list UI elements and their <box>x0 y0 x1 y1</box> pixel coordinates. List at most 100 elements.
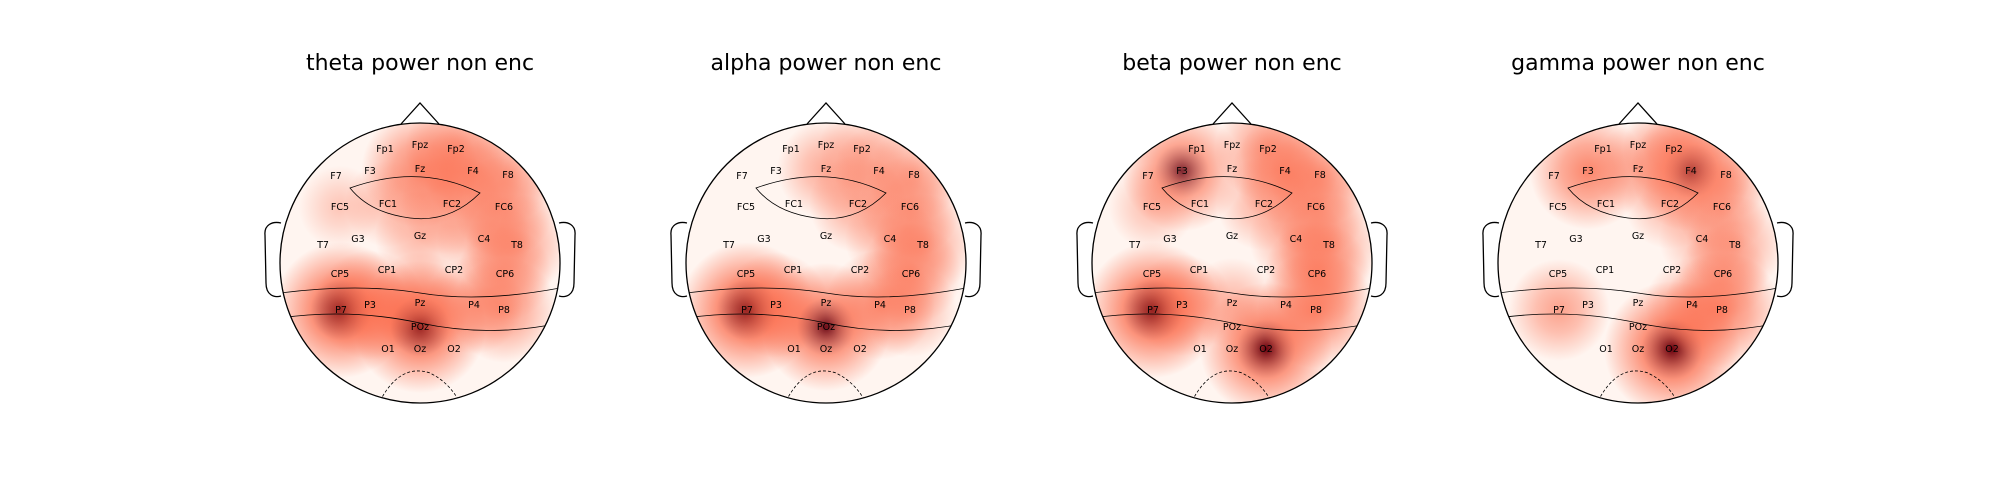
electrode-label: Fp2 <box>447 144 465 155</box>
head-outline <box>685 122 967 404</box>
electrode-label: FC1 <box>379 199 397 210</box>
panel-title: alpha power non enc <box>711 51 942 76</box>
electrode-label: F7 <box>1548 171 1560 182</box>
electrode-label: P7 <box>335 305 347 316</box>
electrode-label: CP2 <box>851 265 869 276</box>
electrode-label: P8 <box>1716 305 1728 316</box>
electrode-label: F4 <box>1685 166 1697 177</box>
electrode-label: Fz <box>1227 164 1237 175</box>
electrode-label: FC5 <box>331 202 349 213</box>
electrode-label: P4 <box>1280 300 1292 311</box>
electrode-label: P4 <box>468 300 480 311</box>
contour-lines <box>1498 176 1778 403</box>
electrode-label: O1 <box>1599 344 1613 355</box>
electrode-label: CP1 <box>378 265 396 276</box>
electrode-label: C4 <box>1696 234 1709 245</box>
electrode-label: CP1 <box>1190 265 1208 276</box>
electrode-label: Oz <box>1632 344 1644 355</box>
electrode-label: Oz <box>1226 344 1238 355</box>
topomap-panel: alpha power non enc Fp1 Fpz Fp2 F7 F3 Fz F4 F8 FC… <box>670 51 982 404</box>
left-ear-outline <box>1482 221 1500 298</box>
left-ear-outline <box>670 221 688 298</box>
electrode-label: Fp1 <box>1188 144 1206 155</box>
electrode-label: F7 <box>736 171 748 182</box>
electrode-label: P3 <box>770 300 782 311</box>
electrode-label: Oz <box>414 344 426 355</box>
electrode-label: Fz <box>821 164 831 175</box>
electrode-label: O1 <box>381 344 395 355</box>
electrode-label: Fp1 <box>782 144 800 155</box>
electrode-label: P4 <box>874 300 886 311</box>
electrode-label: CP6 <box>902 269 920 280</box>
electrode-label: T8 <box>916 240 929 251</box>
electrode-label: Pz <box>1633 298 1644 309</box>
electrode-label: F3 <box>1582 166 1594 177</box>
electrode-label: Pz <box>821 298 832 309</box>
electrode-label: CP6 <box>1714 269 1732 280</box>
electrode-label: P3 <box>364 300 376 311</box>
electrode-label: CP1 <box>784 265 802 276</box>
electrode-label: CP5 <box>1143 269 1161 280</box>
electrode-label: F4 <box>467 166 479 177</box>
electrode-label: FC2 <box>1255 199 1273 210</box>
electrode-label: CP6 <box>1308 269 1326 280</box>
electrode-label: Fp2 <box>1259 144 1277 155</box>
electrode-label: Gz <box>1226 231 1238 242</box>
contour-lines <box>280 176 560 403</box>
electrode-label: T8 <box>510 240 523 251</box>
electrode-label: FC6 <box>901 202 919 213</box>
right-ear-outline <box>1776 221 1794 298</box>
electrode-label: FC6 <box>495 202 513 213</box>
electrode-label: C4 <box>478 234 491 245</box>
electrode-label: CP5 <box>331 269 349 280</box>
electrode-label: POz <box>817 322 835 333</box>
electrode-label: Fpz <box>412 140 428 151</box>
electrode-label: T8 <box>1322 240 1335 251</box>
electrode-label: FC6 <box>1713 202 1731 213</box>
electrode-label: Fz <box>1633 164 1643 175</box>
electrode-label: T7 <box>1534 240 1547 251</box>
right-ear-outline <box>1370 221 1388 298</box>
right-ear-outline <box>558 221 576 298</box>
power-hotspot <box>425 256 523 354</box>
electrode-label: Fpz <box>818 140 834 151</box>
electrode-label: T7 <box>722 240 735 251</box>
heat-layer <box>1092 123 1372 403</box>
electrode-label: F4 <box>873 166 885 177</box>
electrode-label: F7 <box>1142 171 1154 182</box>
electrode-label: Fp1 <box>1594 144 1612 155</box>
electrode-label: FC5 <box>1143 202 1161 213</box>
electrode-label: FC2 <box>443 199 461 210</box>
electrode-label: P7 <box>741 305 753 316</box>
electrode-label: C4 <box>1290 234 1303 245</box>
contour-lines <box>686 176 966 403</box>
electrode-label: FC1 <box>1597 199 1615 210</box>
panel-title: gamma power non enc <box>1511 51 1765 76</box>
electrode-label: T7 <box>316 240 329 251</box>
electrode-label: G3 <box>757 234 770 245</box>
electrode-label: T8 <box>1728 240 1741 251</box>
electrode-label: G3 <box>1163 234 1176 245</box>
electrode-label: FC6 <box>1307 202 1325 213</box>
electrode-label: Fpz <box>1224 140 1240 151</box>
electrode-label: F3 <box>364 166 376 177</box>
heat-layer <box>686 123 966 392</box>
electrode-label: CP5 <box>1549 269 1567 280</box>
electrode-label: CP2 <box>1663 265 1681 276</box>
electrode-label: G3 <box>351 234 364 245</box>
electrode-label: O2 <box>447 344 461 355</box>
power-hotspot <box>1108 163 1196 251</box>
electrode-label: F3 <box>770 166 782 177</box>
electrode-label: Fp2 <box>853 144 871 155</box>
electrode-label: POz <box>1629 322 1647 333</box>
electrode-label: POz <box>1223 322 1241 333</box>
electrode-label: FC2 <box>849 199 867 210</box>
electrode-label: F8 <box>502 170 514 181</box>
contour-lines <box>1092 176 1372 403</box>
topomap-panel: theta power non enc Fp1 Fpz Fp2 F7 F3 Fz F4 F8 FC… <box>264 51 576 404</box>
electrode-label: P3 <box>1176 300 1188 311</box>
electrode-label: Fpz <box>1630 140 1646 151</box>
head-outline <box>1497 122 1779 404</box>
electrode-label: O2 <box>1665 344 1679 355</box>
electrode-label: Fz <box>415 164 425 175</box>
